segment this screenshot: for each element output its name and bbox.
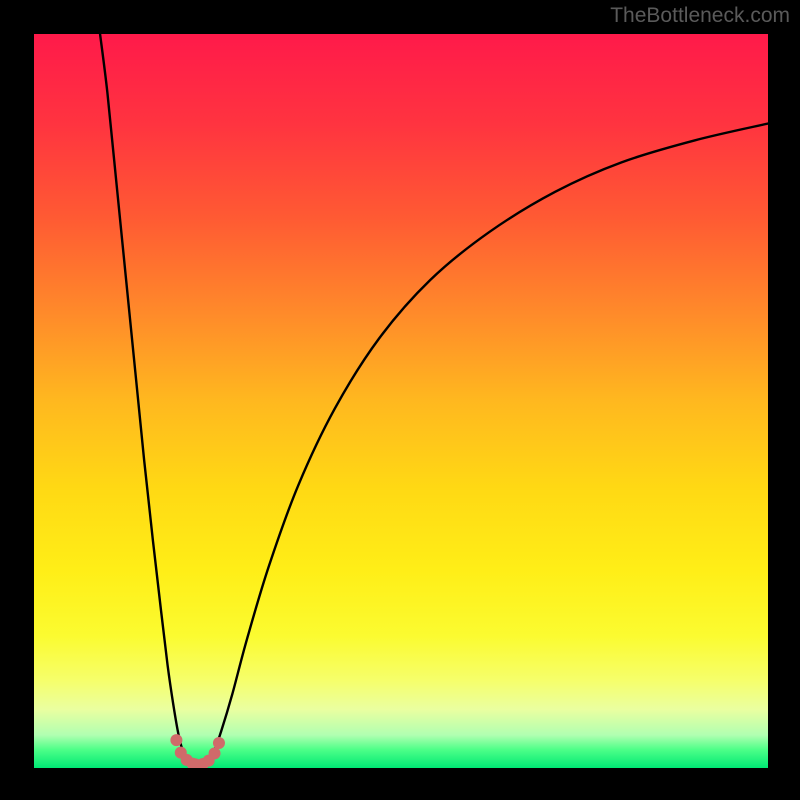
watermark-text: TheBottleneck.com: [610, 4, 790, 28]
left-curve: [100, 34, 191, 764]
chart-svg: [34, 34, 768, 768]
dip-marker: [213, 737, 225, 749]
dip-marker: [170, 734, 182, 746]
plot-area: [34, 34, 768, 768]
dip-marker: [209, 747, 221, 759]
canvas-root: TheBottleneck.com: [0, 0, 800, 800]
right-curve: [207, 124, 768, 764]
